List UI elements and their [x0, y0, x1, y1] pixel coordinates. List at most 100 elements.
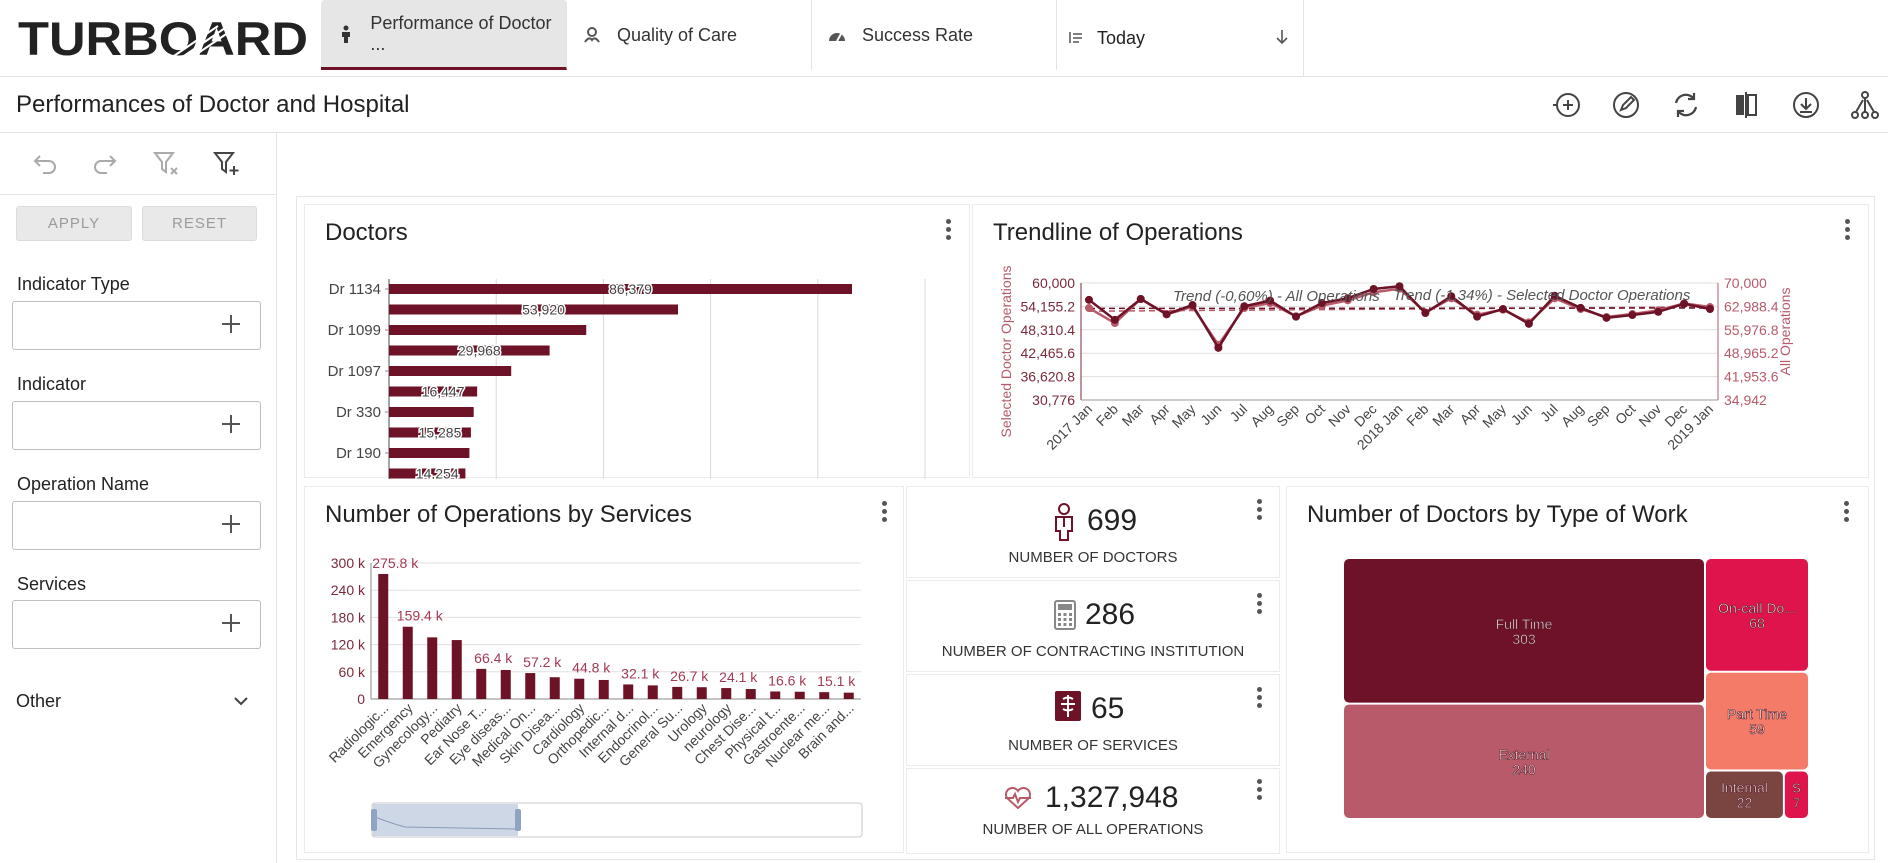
filter-label-services: Services — [17, 574, 87, 594]
trendline-line-chart: 60,000 54,155.2 48,310.4 42,465.6 36,620.8 30… — [998, 266, 1793, 453]
data-label: 15,285 — [419, 425, 462, 441]
redo-icon[interactable] — [90, 149, 120, 179]
hierarchy-icon[interactable] — [1850, 90, 1880, 120]
reset-button[interactable]: RESET — [142, 206, 257, 241]
compare-icon[interactable] — [1731, 90, 1761, 120]
top-bar: TURBOARD Performance of Doctor ... Quali… — [0, 0, 1888, 77]
range-slider-preview — [374, 816, 516, 830]
y-left-tick-label: 60,000 — [1032, 275, 1075, 291]
data-label: 26.7 k — [670, 668, 709, 684]
kpi-label: NUMBER OF DOCTORS — [1008, 549, 1178, 566]
tab-label: Quality of Care — [617, 24, 738, 45]
y-tick-label: 240 k — [331, 582, 366, 598]
bar — [721, 688, 732, 699]
treemap-cell — [1706, 559, 1808, 671]
series-selected-doctor-point — [1188, 301, 1197, 310]
y-left-tick-label: 48,310.4 — [1021, 322, 1076, 338]
more-options-icon[interactable] — [1255, 593, 1263, 617]
more-options-icon[interactable] — [1255, 779, 1263, 803]
more-options-icon[interactable] — [880, 501, 888, 525]
undo-icon[interactable] — [30, 149, 60, 179]
y-tick-label: Dr 190 — [336, 445, 381, 462]
download-icon[interactable] — [1791, 90, 1821, 120]
series-selected-doctor-point — [1654, 307, 1663, 316]
treemap-value: 303 — [1512, 631, 1536, 647]
bar — [794, 691, 805, 699]
y-left-axis-label: Selected Doctor Operations — [998, 266, 1014, 438]
bar — [389, 284, 852, 294]
services-field[interactable] — [12, 600, 261, 649]
card-title: Number of Doctors by Type of Work — [1307, 501, 1688, 528]
data-label: 16,447 — [422, 384, 465, 400]
series-selected-doctor-point — [1369, 285, 1378, 294]
card-title: Number of Operations by Services — [325, 501, 692, 528]
x-tick-label: Apr — [1457, 401, 1484, 428]
more-options-icon[interactable] — [1843, 219, 1851, 243]
data-label: 66.4 k — [474, 650, 513, 666]
more-options-icon[interactable] — [1255, 687, 1263, 711]
x-tick-label: Feb — [1093, 401, 1122, 430]
more-options-icon[interactable] — [944, 219, 952, 243]
y-right-tick-label: 70,000 — [1724, 275, 1767, 291]
more-options-icon[interactable] — [1255, 499, 1263, 523]
add-widget-icon[interactable] — [1551, 90, 1581, 120]
bar — [819, 692, 830, 699]
series-selected-doctor-point — [1628, 311, 1637, 320]
treemap-cell — [1706, 672, 1808, 770]
apply-button[interactable]: APPLY — [16, 206, 132, 241]
y-tick-label: Dr 330 — [336, 404, 381, 421]
plus-icon[interactable] — [220, 313, 242, 335]
chevron-down-icon[interactable] — [233, 695, 249, 707]
operation-name-field[interactable] — [12, 501, 261, 550]
kpi-label: NUMBER OF SERVICES — [1008, 737, 1178, 754]
treemap-label: On-call Do... — [1718, 600, 1796, 616]
tab-performance-of-doctor[interactable]: Performance of Doctor ... — [321, 0, 567, 70]
add-filter-icon[interactable] — [212, 149, 242, 179]
indicator-type-field[interactable] — [12, 301, 261, 350]
plus-icon[interactable] — [220, 513, 242, 535]
y-left-tick-label: 36,620.8 — [1021, 369, 1076, 385]
y-tick-label: Dr 1099 — [328, 322, 381, 339]
plus-icon[interactable] — [220, 612, 242, 634]
treemap-cell — [1784, 771, 1808, 818]
series-selected-doctor-point — [1317, 299, 1326, 308]
treemap-cell — [1344, 704, 1704, 818]
kpi-value: 286 — [1085, 598, 1136, 631]
x-tick-label: Oct — [1301, 401, 1328, 428]
filter-label-indicator-type: Indicator Type — [17, 274, 130, 294]
series-selected-doctor-point — [1343, 294, 1352, 303]
series-selected-doctor-point — [1214, 343, 1223, 352]
kpi-value: 1,327,948 — [1045, 781, 1179, 814]
series-selected-doctor-point — [1240, 302, 1249, 311]
turboard-logo[interactable]: TURBOARD — [18, 12, 314, 62]
indicator-field[interactable] — [12, 401, 261, 450]
work-type-card: Number of Doctors by Type of Work Full T… — [1286, 486, 1869, 853]
series-selected-doctor-point — [1266, 296, 1275, 305]
filter-label-operation-name: Operation Name — [17, 474, 150, 494]
bar — [389, 304, 679, 315]
y-tick-label: 180 k — [331, 609, 366, 625]
edit-icon[interactable] — [1611, 90, 1641, 120]
treemap-label: Internal — [1721, 780, 1768, 796]
data-label: 15.1 k — [817, 673, 856, 689]
tab-quality-of-care[interactable]: Quality of Care — [567, 0, 812, 70]
other-section-toggle[interactable]: Other — [16, 691, 62, 711]
date-selector[interactable]: Today — [1057, 0, 1304, 77]
services-card: Number of Operations by Services 300 k 24… — [304, 486, 904, 853]
x-tick-label: Nov — [1635, 401, 1664, 430]
range-slider-handle-right — [515, 809, 521, 831]
treemap-label: Part Time — [1727, 706, 1787, 722]
gauge-icon — [826, 24, 848, 46]
plus-icon[interactable] — [220, 413, 242, 435]
bar — [672, 686, 683, 699]
card-title: Doctors — [325, 219, 408, 246]
y-tick-label: 300 k — [331, 555, 366, 571]
more-options-icon[interactable] — [1842, 501, 1850, 525]
clear-filter-icon[interactable] — [152, 149, 182, 179]
data-label: 86,379 — [609, 281, 652, 297]
y-tick-label: 0 — [357, 691, 365, 707]
treemap-cell — [1344, 559, 1704, 703]
tab-success-rate[interactable]: Success Rate — [812, 0, 1057, 70]
refresh-icon[interactable] — [1671, 90, 1701, 120]
